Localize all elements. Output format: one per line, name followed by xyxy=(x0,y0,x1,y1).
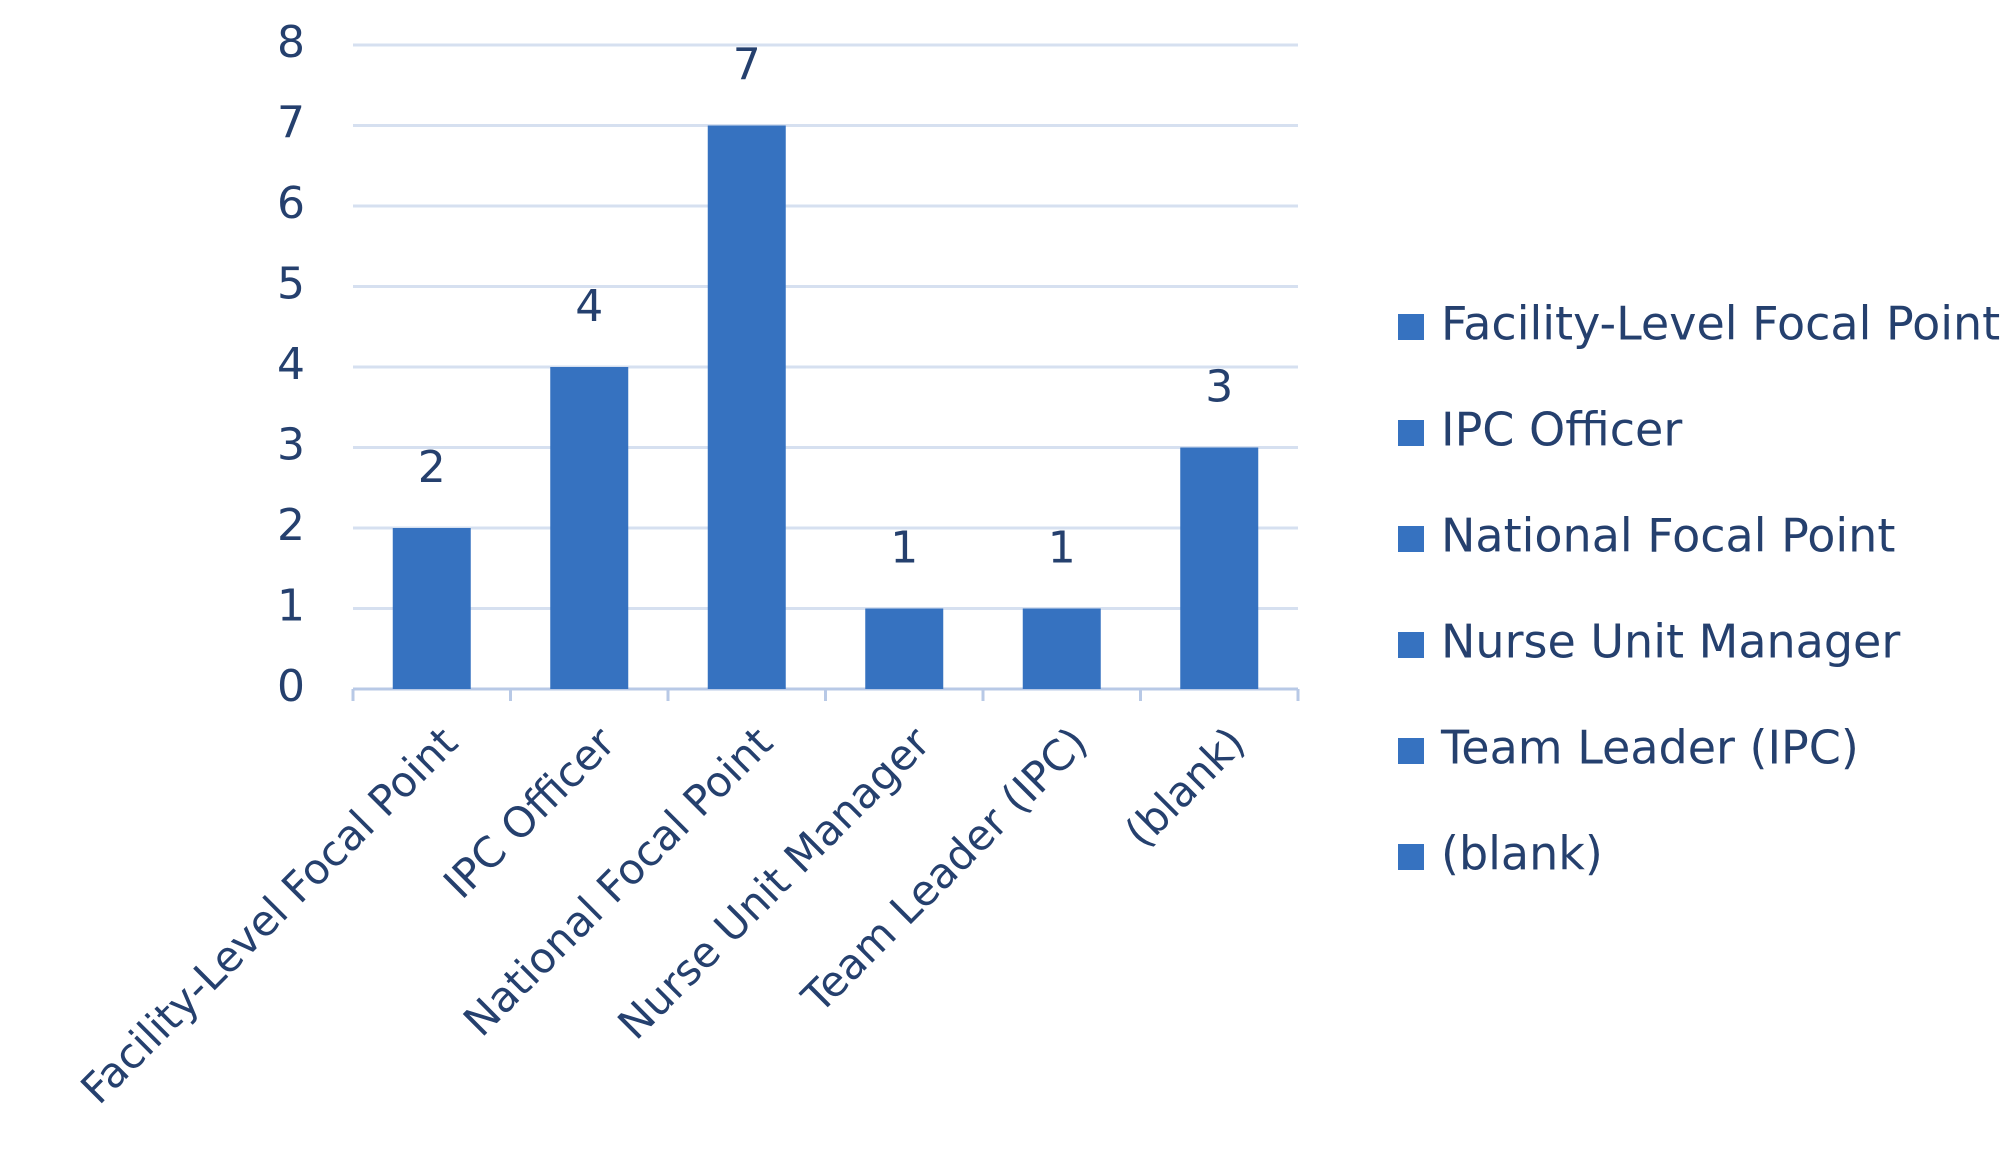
data-label: 4 xyxy=(575,281,603,332)
y-tick-label: 3 xyxy=(277,420,305,471)
bar xyxy=(1180,447,1259,689)
bar xyxy=(707,125,786,689)
y-tick-label: 0 xyxy=(277,661,305,712)
x-tick-label: (blank) xyxy=(1115,718,1254,857)
x-tick-label: National Focal Point xyxy=(454,718,782,1046)
legend-swatch xyxy=(1398,420,1424,446)
legend-label: Team Leader (IPC) xyxy=(1440,721,1859,775)
legend-label: IPC Officer xyxy=(1441,403,1682,457)
legend-swatch xyxy=(1398,314,1424,340)
legend-label: (blank) xyxy=(1441,827,1603,881)
x-tick-label: Nurse Unit Manager xyxy=(608,717,940,1049)
y-tick-label: 5 xyxy=(277,259,305,310)
y-tick-label: 1 xyxy=(277,581,305,632)
legend-swatch xyxy=(1398,844,1424,870)
legend-label: Facility-Level Focal Point xyxy=(1441,297,2000,351)
y-tick-label: 4 xyxy=(277,339,305,390)
legend-swatch xyxy=(1398,526,1424,552)
data-label: 3 xyxy=(1205,362,1233,413)
data-label: 2 xyxy=(418,442,446,493)
legend-swatch xyxy=(1398,632,1424,658)
y-tick-label: 6 xyxy=(277,178,305,229)
legend-label: Nurse Unit Manager xyxy=(1441,615,1900,669)
x-tick-label: Team Leader (IPC) xyxy=(792,718,1097,1023)
data-label: 7 xyxy=(733,40,761,91)
legend-label: National Focal Point xyxy=(1441,509,1895,563)
x-tick-label: Facility-Level Focal Point xyxy=(71,718,467,1114)
y-tick-label: 2 xyxy=(277,500,305,551)
data-label: 1 xyxy=(890,523,918,574)
legend-swatch xyxy=(1398,738,1424,764)
y-tick-label: 8 xyxy=(277,17,305,68)
bar xyxy=(865,608,944,689)
y-tick-label: 7 xyxy=(277,98,305,149)
bar xyxy=(392,528,471,689)
bar xyxy=(550,367,629,689)
data-label: 1 xyxy=(1048,523,1076,574)
bar xyxy=(1022,608,1101,689)
